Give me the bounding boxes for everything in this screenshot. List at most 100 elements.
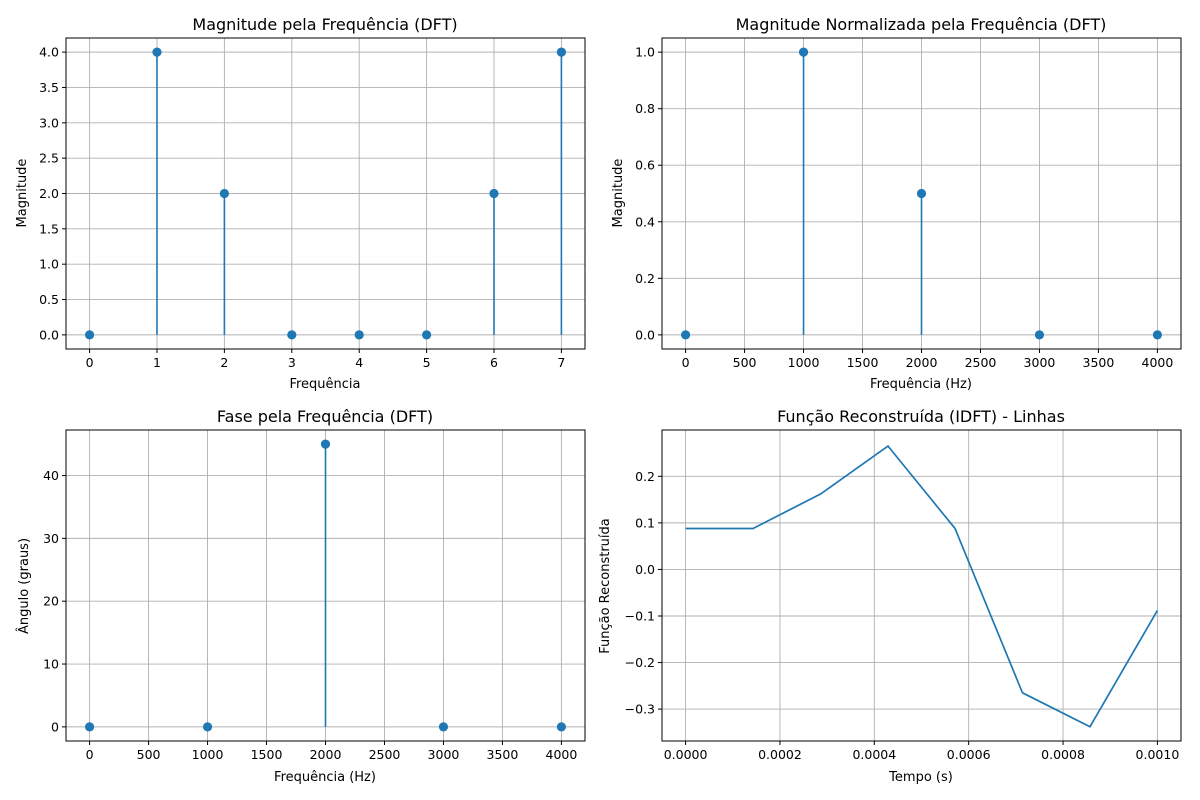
- phase-dft-panel: Fase pela Frequência (DFT) Frequência (H…: [16, 407, 586, 785]
- stem-marker: [320, 439, 331, 449]
- plot-frame: [661, 429, 1182, 742]
- y-tick-label: 0.0: [635, 327, 655, 342]
- chart-title: Função Reconstruída (IDFT) - Linhas: [777, 407, 1065, 426]
- stem-marker: [287, 330, 297, 340]
- x-tick-label: 500: [733, 355, 757, 370]
- x-tick-label: 1000: [788, 355, 820, 370]
- y-tick-label: 1.0: [635, 45, 655, 60]
- x-tick-label: 3000: [1024, 355, 1056, 370]
- x-tick-label: 0.0004: [852, 747, 896, 762]
- plot-frame: [65, 37, 586, 350]
- y-tick-label: 2.0: [39, 186, 59, 201]
- x-tick-label: 0.0000: [664, 747, 708, 762]
- grid: [662, 430, 1181, 741]
- y-tick-label: −0.1: [625, 608, 655, 623]
- x-axis-label: Tempo (s): [888, 770, 953, 785]
- x-tick-label: 4: [355, 355, 363, 370]
- x-tick-label: 2: [220, 355, 228, 370]
- y-tick-label: 0.0: [635, 562, 655, 577]
- stem-marker: [422, 330, 432, 340]
- reconstructed-function-panel: Função Reconstruída (IDFT) - Linhas Temp…: [598, 407, 1182, 785]
- y-tick-label: −0.3: [625, 702, 655, 717]
- stem-marker: [202, 722, 213, 732]
- x-axis-label: Frequência (Hz): [870, 377, 972, 392]
- y-tick-label: 10: [43, 657, 59, 672]
- y-tick-label: 0.4: [635, 214, 655, 229]
- plot-data: [84, 439, 567, 732]
- stem-marker: [798, 47, 809, 57]
- x-tick-label: 2000: [310, 747, 342, 762]
- stem-marker: [84, 330, 95, 340]
- chart-title: Magnitude Normalizada pela Frequência (D…: [736, 15, 1107, 34]
- x-tick-label: 0: [682, 355, 690, 370]
- axes: 0 500 1000 1500 2000 2500 3000 3500 4000 0.0 0.2 0.…: [635, 37, 1182, 370]
- x-tick-label: 3500: [487, 747, 519, 762]
- x-tick-label: 0.0006: [947, 747, 991, 762]
- y-tick-label: 1.5: [39, 221, 59, 236]
- y-tick-label: 0.1: [635, 515, 655, 530]
- x-tick-label: 500: [137, 747, 161, 762]
- x-tick-label: 1000: [192, 747, 224, 762]
- y-axis-label: Magnitude: [15, 159, 30, 228]
- y-tick-label: 0.0: [39, 327, 59, 342]
- stem-marker: [556, 722, 567, 732]
- stem-marker: [1152, 330, 1163, 340]
- stem-marker: [152, 47, 162, 57]
- y-tick-label: 0.8: [635, 101, 655, 116]
- plot-frame: [65, 429, 586, 742]
- x-tick-label: 0.0002: [758, 747, 802, 762]
- series-line: [685, 445, 1159, 728]
- x-tick-label: 2500: [965, 355, 997, 370]
- y-axis-label: Ângulo (graus): [16, 538, 32, 634]
- stem-marker: [680, 330, 691, 340]
- y-axis-label: Função Reconstruída: [598, 518, 613, 654]
- y-tick-label: 0.6: [635, 158, 655, 173]
- chart-title: Magnitude pela Frequência (DFT): [192, 15, 457, 34]
- x-tick-label: 1500: [251, 747, 283, 762]
- x-tick-label: 1: [153, 355, 161, 370]
- y-axis-label: Magnitude: [611, 159, 626, 228]
- y-tick-label: 1.0: [39, 257, 59, 272]
- x-tick-label: 3000: [428, 747, 460, 762]
- x-tick-label: 3500: [1083, 355, 1115, 370]
- y-tick-label: 3.0: [39, 115, 59, 130]
- stem-marker: [489, 188, 499, 199]
- x-tick-label: 3: [288, 355, 296, 370]
- stem-marker: [438, 722, 449, 732]
- chart-title: Fase pela Frequência (DFT): [217, 407, 433, 426]
- axes: 0 500 1000 1500 2000 2500 3000 3500 4000 0 10 20 30 4…: [43, 429, 586, 762]
- magnitude-dft-panel: Magnitude pela Frequência (DFT) Frequênc…: [15, 15, 586, 392]
- y-tick-label: 0: [51, 719, 59, 734]
- x-tick-label: 2000: [906, 355, 938, 370]
- x-tick-label: 4000: [546, 747, 578, 762]
- stem-marker: [84, 722, 95, 732]
- x-tick-label: 4000: [1142, 355, 1174, 370]
- y-tick-label: 2.5: [39, 151, 59, 166]
- x-tick-label: 1500: [847, 355, 879, 370]
- stem-marker: [219, 188, 229, 199]
- y-tick-label: −0.2: [625, 655, 655, 670]
- x-axis-label: Frequência: [289, 377, 360, 392]
- x-tick-label: 6: [490, 355, 498, 370]
- stem-marker: [916, 188, 927, 199]
- x-tick-label: 7: [557, 355, 565, 370]
- x-tick-label: 0: [86, 747, 94, 762]
- plot-data: [84, 47, 567, 340]
- x-tick-label: 2500: [369, 747, 401, 762]
- x-tick-label: 0.0010: [1136, 747, 1180, 762]
- x-axis-label: Frequência (Hz): [274, 770, 376, 785]
- axes: 0 1 2 3 4 5 6 7 0.0 0.5 1.0 1.5 2.0 2.5 3.0 3.5 4.0: [39, 37, 586, 370]
- y-tick-label: 0.2: [635, 271, 655, 286]
- axes: 0.0000 0.0002 0.0004 0.0006 0.0008 0.0010 −0.3…: [625, 429, 1182, 762]
- y-tick-label: 4.0: [39, 45, 59, 60]
- y-tick-label: 3.5: [39, 80, 59, 95]
- stem-marker: [354, 330, 364, 340]
- y-tick-label: 0.5: [39, 292, 59, 307]
- y-tick-label: 40: [43, 468, 59, 483]
- y-tick-label: 30: [43, 531, 59, 546]
- x-tick-label: 5: [423, 355, 431, 370]
- plot-frame: [661, 37, 1182, 350]
- normalized-magnitude-dft-panel: Magnitude Normalizada pela Frequência (D…: [611, 15, 1182, 392]
